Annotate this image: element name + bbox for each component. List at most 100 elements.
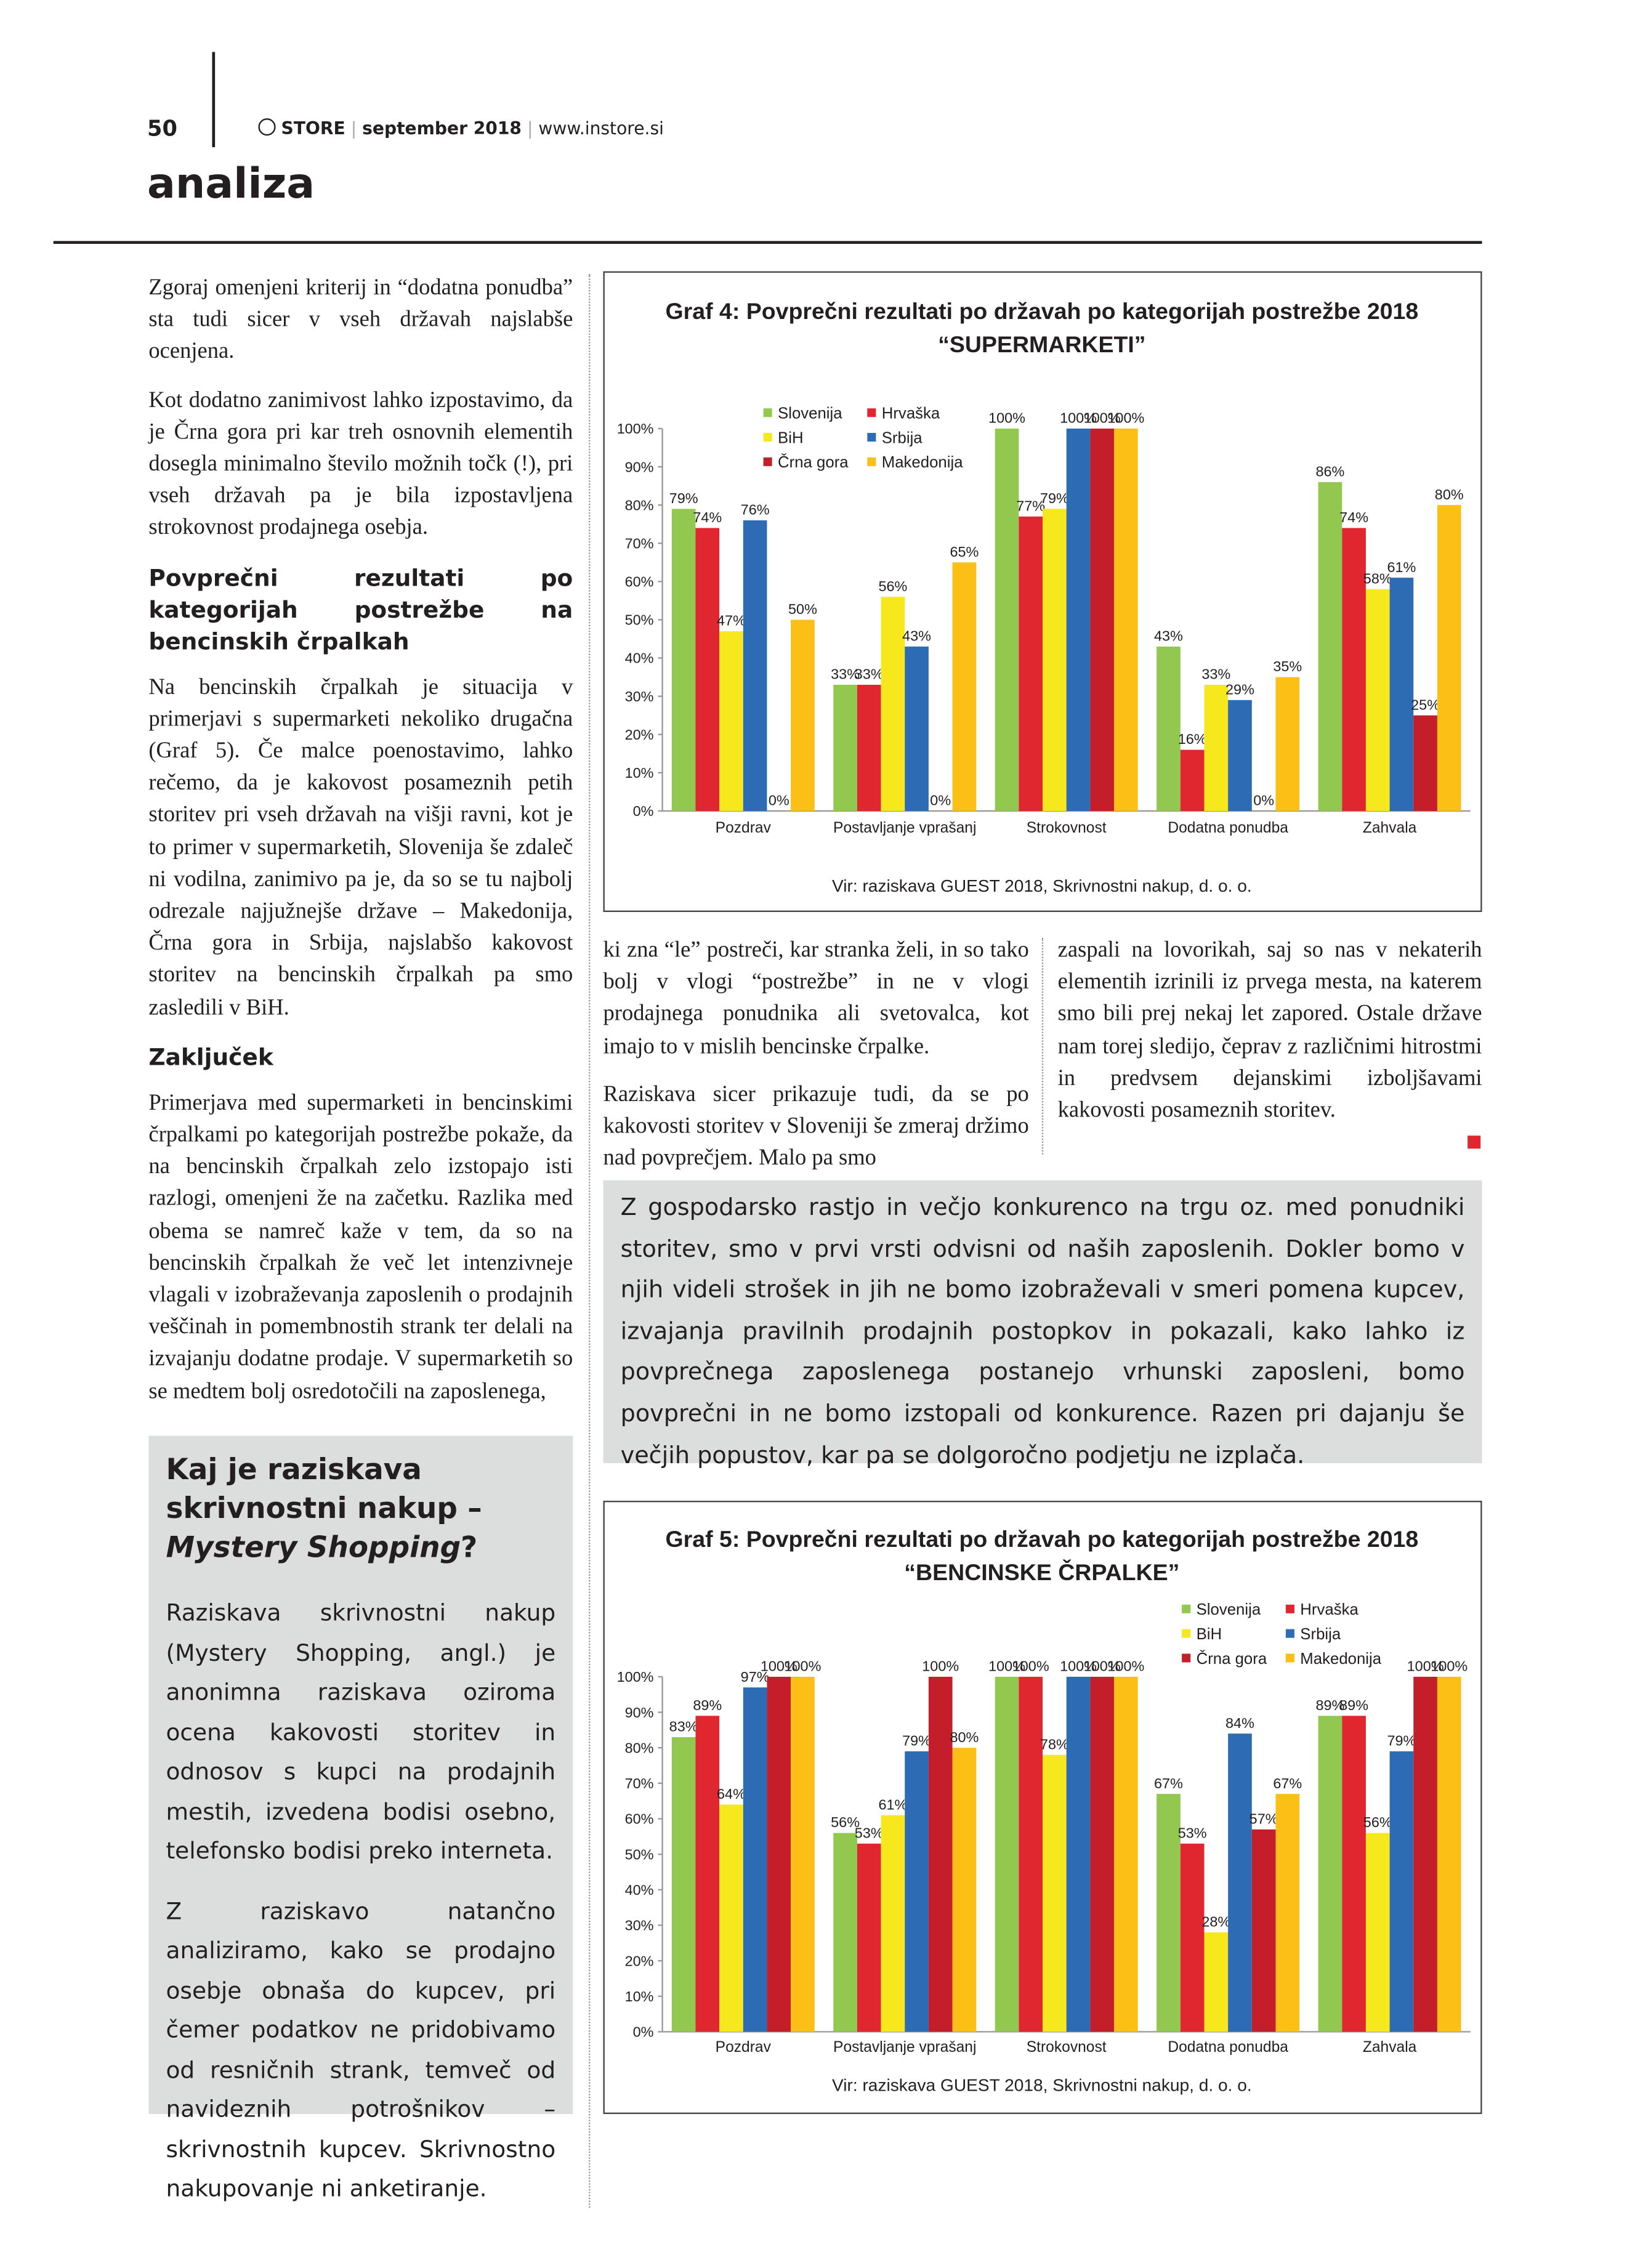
x-tick-label: Zahvala [1363,2039,1417,2056]
chart-source: Vir: raziskava GUEST 2018, Skrivnostni n… [832,2075,1252,2094]
chart-source: Vir: raziskava GUEST 2018, Skrivnostni n… [832,876,1252,895]
value-label: 57% [1249,1810,1278,1826]
bar [1342,1716,1366,2032]
bar [952,562,977,811]
chart-frame: Graf 5: Povprečni rezultati po državah p… [603,1501,1482,2114]
value-label: 56% [1363,1814,1392,1830]
bar [995,1676,1019,2032]
y-tick-label: 70% [625,535,654,551]
legend-label: Slovenija [1197,1601,1261,1618]
y-tick-label: 90% [625,1705,654,1721]
middle-column: ki zna “le” postreči, kar stranka želi, … [603,935,1028,1191]
heading: Zaključek [148,1043,273,1071]
x-tick-label: Zahvala [1363,820,1417,836]
value-label: 100% [1107,1658,1144,1674]
website: www.instore.si [538,118,664,139]
value-label: 33% [855,666,884,682]
value-label: 89% [1339,1697,1368,1713]
bar [1413,715,1437,811]
value-label: 83% [669,1719,698,1735]
paragraph: ki zna “le” postreči, kar stranka želi, … [603,938,1029,1059]
value-label: 25% [1411,696,1440,712]
paragraph: Zgoraj omenjeni kriterij in “dodatna pon… [148,275,573,365]
bar [1365,1833,1390,2032]
bar [1180,1843,1205,2032]
bar [857,685,881,811]
chart-title: Graf 4: Povprečni rezultati po državah p… [665,298,1418,324]
value-label: 0% [1253,793,1274,809]
y-tick-label: 60% [625,574,654,590]
legend-label: Hrvaška [1300,1601,1358,1618]
chart: Graf 5: Povprečni rezultati po državah p… [617,1526,1471,2094]
bar [1090,1676,1115,2032]
value-label: 67% [1273,1775,1302,1791]
value-label: 97% [741,1669,770,1685]
value-label: 79% [1387,1733,1416,1749]
bar [1389,1751,1414,2032]
page-number: 50 [147,115,177,142]
legend-swatch [1285,1653,1294,1663]
header-line: STORE | september 2018 | www.instore.si [258,118,664,139]
legend-swatch [867,408,876,418]
value-label: 89% [693,1697,722,1713]
value-label: 56% [831,1814,860,1830]
x-tick-label: Strokovnost [1027,2039,1107,2056]
sidebar-title-italic: Mystery Shopping [166,1529,461,1565]
value-label: 64% [717,1786,746,1802]
quote-box: Z gospodarsko rastjo in večjo konkurenco… [603,1180,1482,1468]
bar [695,1716,720,2032]
bar [1180,749,1205,811]
value-label: 56% [878,578,907,594]
header-divider [53,241,1482,243]
value-label: 100% [988,410,1025,426]
value-label: 53% [855,1825,884,1841]
y-tick-label: 90% [625,459,654,475]
bar [743,1687,767,2032]
value-label: 79% [1040,490,1069,506]
legend-label: Makedonija [1300,1650,1381,1668]
bar [1066,1676,1091,2032]
bar [1318,482,1342,811]
value-label: 76% [741,502,770,518]
x-tick-label: Strokovnost [1027,820,1107,836]
sidebar-title: Kaj je raziskava skrivnostni nakup – Mys… [166,1450,555,1567]
value-label: 100% [1407,1658,1444,1674]
bar [833,685,857,811]
paragraph: zaspali na lovorikah, saj so nas v nekat… [1057,938,1482,1123]
y-tick-label: 10% [625,1988,654,2004]
bar [1157,1794,1181,2032]
heading: Povprečni rezultati po kategorijah postr… [148,563,573,655]
value-label: 53% [1178,1825,1207,1841]
bar [1204,1932,1229,2032]
value-label: 80% [950,1729,979,1745]
value-label: 100% [1431,1658,1467,1674]
bar [1114,1676,1138,2032]
chart-subtitle: “BENCINSKE ČRPALKE” [904,1559,1179,1585]
value-label: 100% [1084,410,1121,426]
sidebar-paragraph: Z raziskavo natančno analiziramo, kako s… [166,1897,556,2202]
value-label: 47% [717,613,746,629]
bar [905,1751,929,2032]
quote: Z gospodarsko rastjo in večjo konkurenco… [620,1193,1465,1469]
bar [1043,509,1067,811]
legend-label: Črna gora [1197,1650,1267,1668]
y-tick-label: 30% [625,688,654,704]
value-label: 33% [831,666,860,682]
value-label: 33% [1201,666,1230,682]
y-tick-label: 50% [625,612,654,628]
value-label: 78% [1040,1736,1069,1752]
bar [1389,578,1414,811]
bar [881,597,905,811]
bar [1342,528,1366,811]
y-tick-label: 10% [625,765,654,781]
legend-swatch [1182,1653,1191,1663]
bar [719,1804,743,2032]
x-tick-label: Dodatna ponudba [1168,2039,1288,2056]
y-tick-label: 70% [625,1775,654,1791]
bar [995,428,1019,811]
bar [1318,1716,1342,2032]
x-tick-label: Pozdrav [716,820,772,836]
bar [952,1748,977,2032]
legend-swatch [867,457,876,466]
bar [1019,516,1043,811]
